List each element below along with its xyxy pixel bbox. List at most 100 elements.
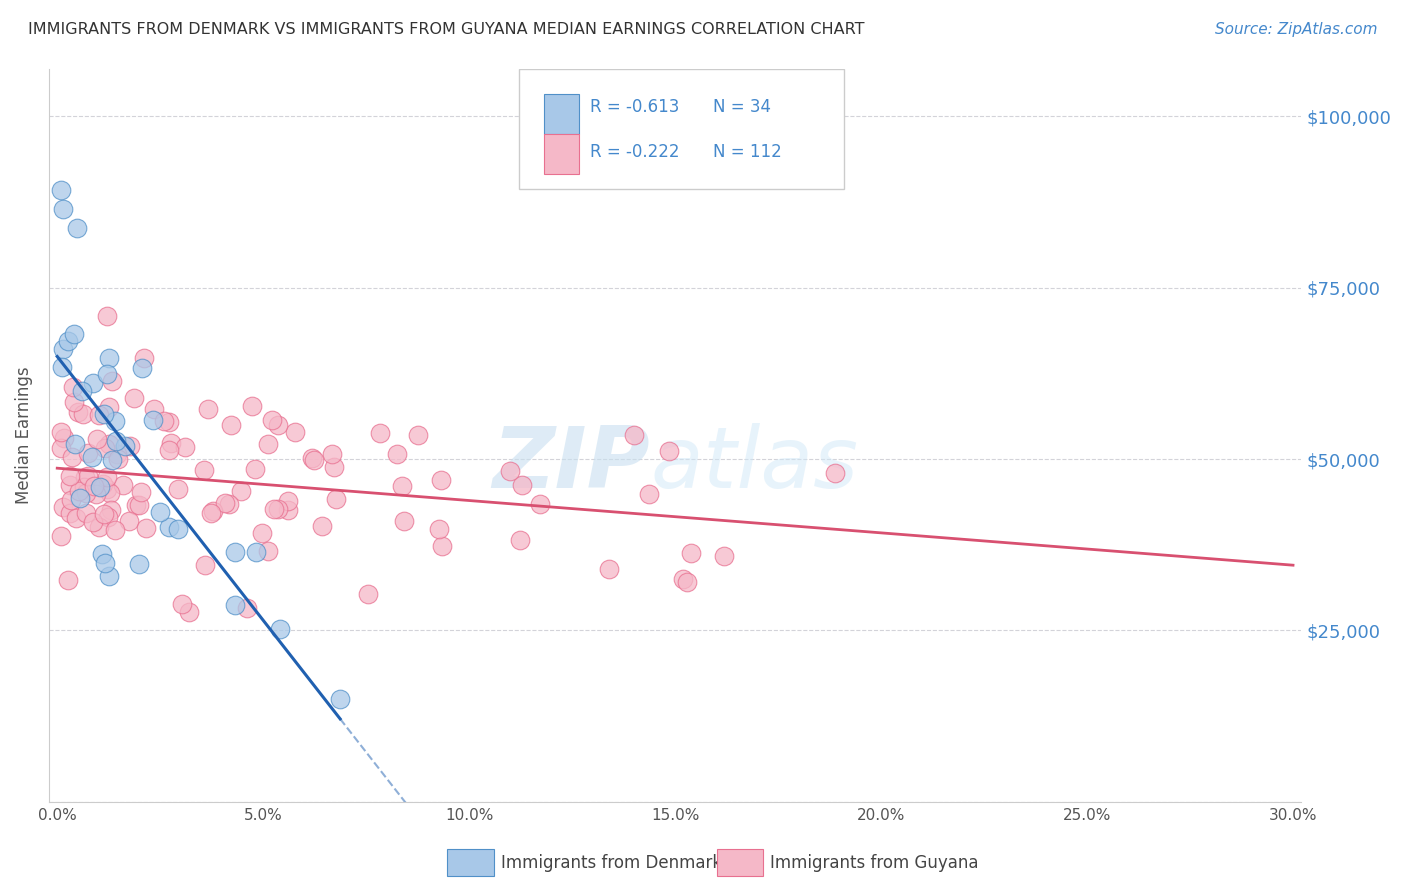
Point [672,572,695,586]
Point [159,435,181,450]
Point [638,487,661,501]
Point [302,453,325,467]
Point [598,562,620,576]
Point [107,452,129,467]
Point [214,496,236,510]
Point [98,400,121,414]
Point [499,464,522,478]
Point [83,479,105,493]
Point [118,439,141,453]
Point [75,485,97,500]
Point [623,428,645,442]
Point [62,380,84,394]
FancyBboxPatch shape [544,95,579,135]
Point [329,691,352,706]
Point [266,418,288,433]
Text: Immigrants from Guyana: Immigrants from Guyana [770,855,979,872]
Text: R = -0.222: R = -0.222 [591,143,679,161]
Point [263,502,285,516]
Point [157,416,180,430]
Point [252,526,274,541]
Point [72,384,94,398]
Text: IMMIGRANTS FROM DENMARK VS IMMIGRANTS FROM GUYANA MEDIAN EARNINGS CORRELATION CH: IMMIGRANTS FROM DENMARK VS IMMIGRANTS FR… [28,22,865,37]
Point [91,476,114,491]
Point [167,482,190,496]
Point [103,414,125,428]
Point [128,557,150,571]
Point [301,451,323,466]
Point [89,408,111,422]
Point [167,522,190,536]
Point [157,443,180,458]
Text: N = 112: N = 112 [713,143,782,161]
Point [224,598,246,612]
Point [245,545,267,559]
Point [73,480,96,494]
Point [86,432,108,446]
Point [80,450,103,464]
Point [325,492,347,507]
Text: atlas: atlas [650,423,858,506]
Point [101,374,124,388]
Point [52,500,75,514]
Point [174,440,197,454]
Point [77,469,100,483]
Point [59,507,82,521]
Point [97,569,120,583]
Point [221,417,243,432]
Point [152,414,174,428]
Point [101,453,124,467]
Point [311,518,333,533]
Point [135,521,157,535]
Point [193,463,215,477]
Point [52,431,75,445]
Point [679,546,702,560]
Point [510,478,533,492]
Point [132,351,155,365]
Text: Source: ZipAtlas.com: Source: ZipAtlas.com [1215,22,1378,37]
Point [93,508,115,522]
Point [58,573,80,587]
Point [59,478,82,492]
Point [65,511,87,525]
Point [260,413,283,427]
Point [385,446,408,460]
Point [675,574,697,589]
Text: R = -0.613: R = -0.613 [591,97,679,116]
Point [98,486,121,500]
Point [427,522,450,536]
Point [114,439,136,453]
Point [72,408,94,422]
Point [159,520,181,534]
Point [111,477,134,491]
Point [200,506,222,520]
Point [357,587,380,601]
Point [236,601,259,615]
Point [245,462,267,476]
Point [96,367,118,381]
Point [267,501,290,516]
Text: Immigrants from Denmark: Immigrants from Denmark [501,855,721,872]
Point [179,605,201,619]
Point [117,514,139,528]
Point [277,503,299,517]
Point [60,450,83,464]
Point [100,503,122,517]
Point [824,467,846,481]
Point [65,220,87,235]
Point [90,547,112,561]
Point [51,184,73,198]
Point [406,427,429,442]
Point [89,480,111,494]
Point [56,334,79,348]
Point [94,557,117,571]
Point [82,515,104,529]
Point [432,539,454,553]
Point [87,520,110,534]
Point [86,487,108,501]
Point [713,549,735,564]
Point [128,498,150,512]
FancyBboxPatch shape [519,69,844,189]
Point [197,402,219,417]
Point [131,485,153,500]
